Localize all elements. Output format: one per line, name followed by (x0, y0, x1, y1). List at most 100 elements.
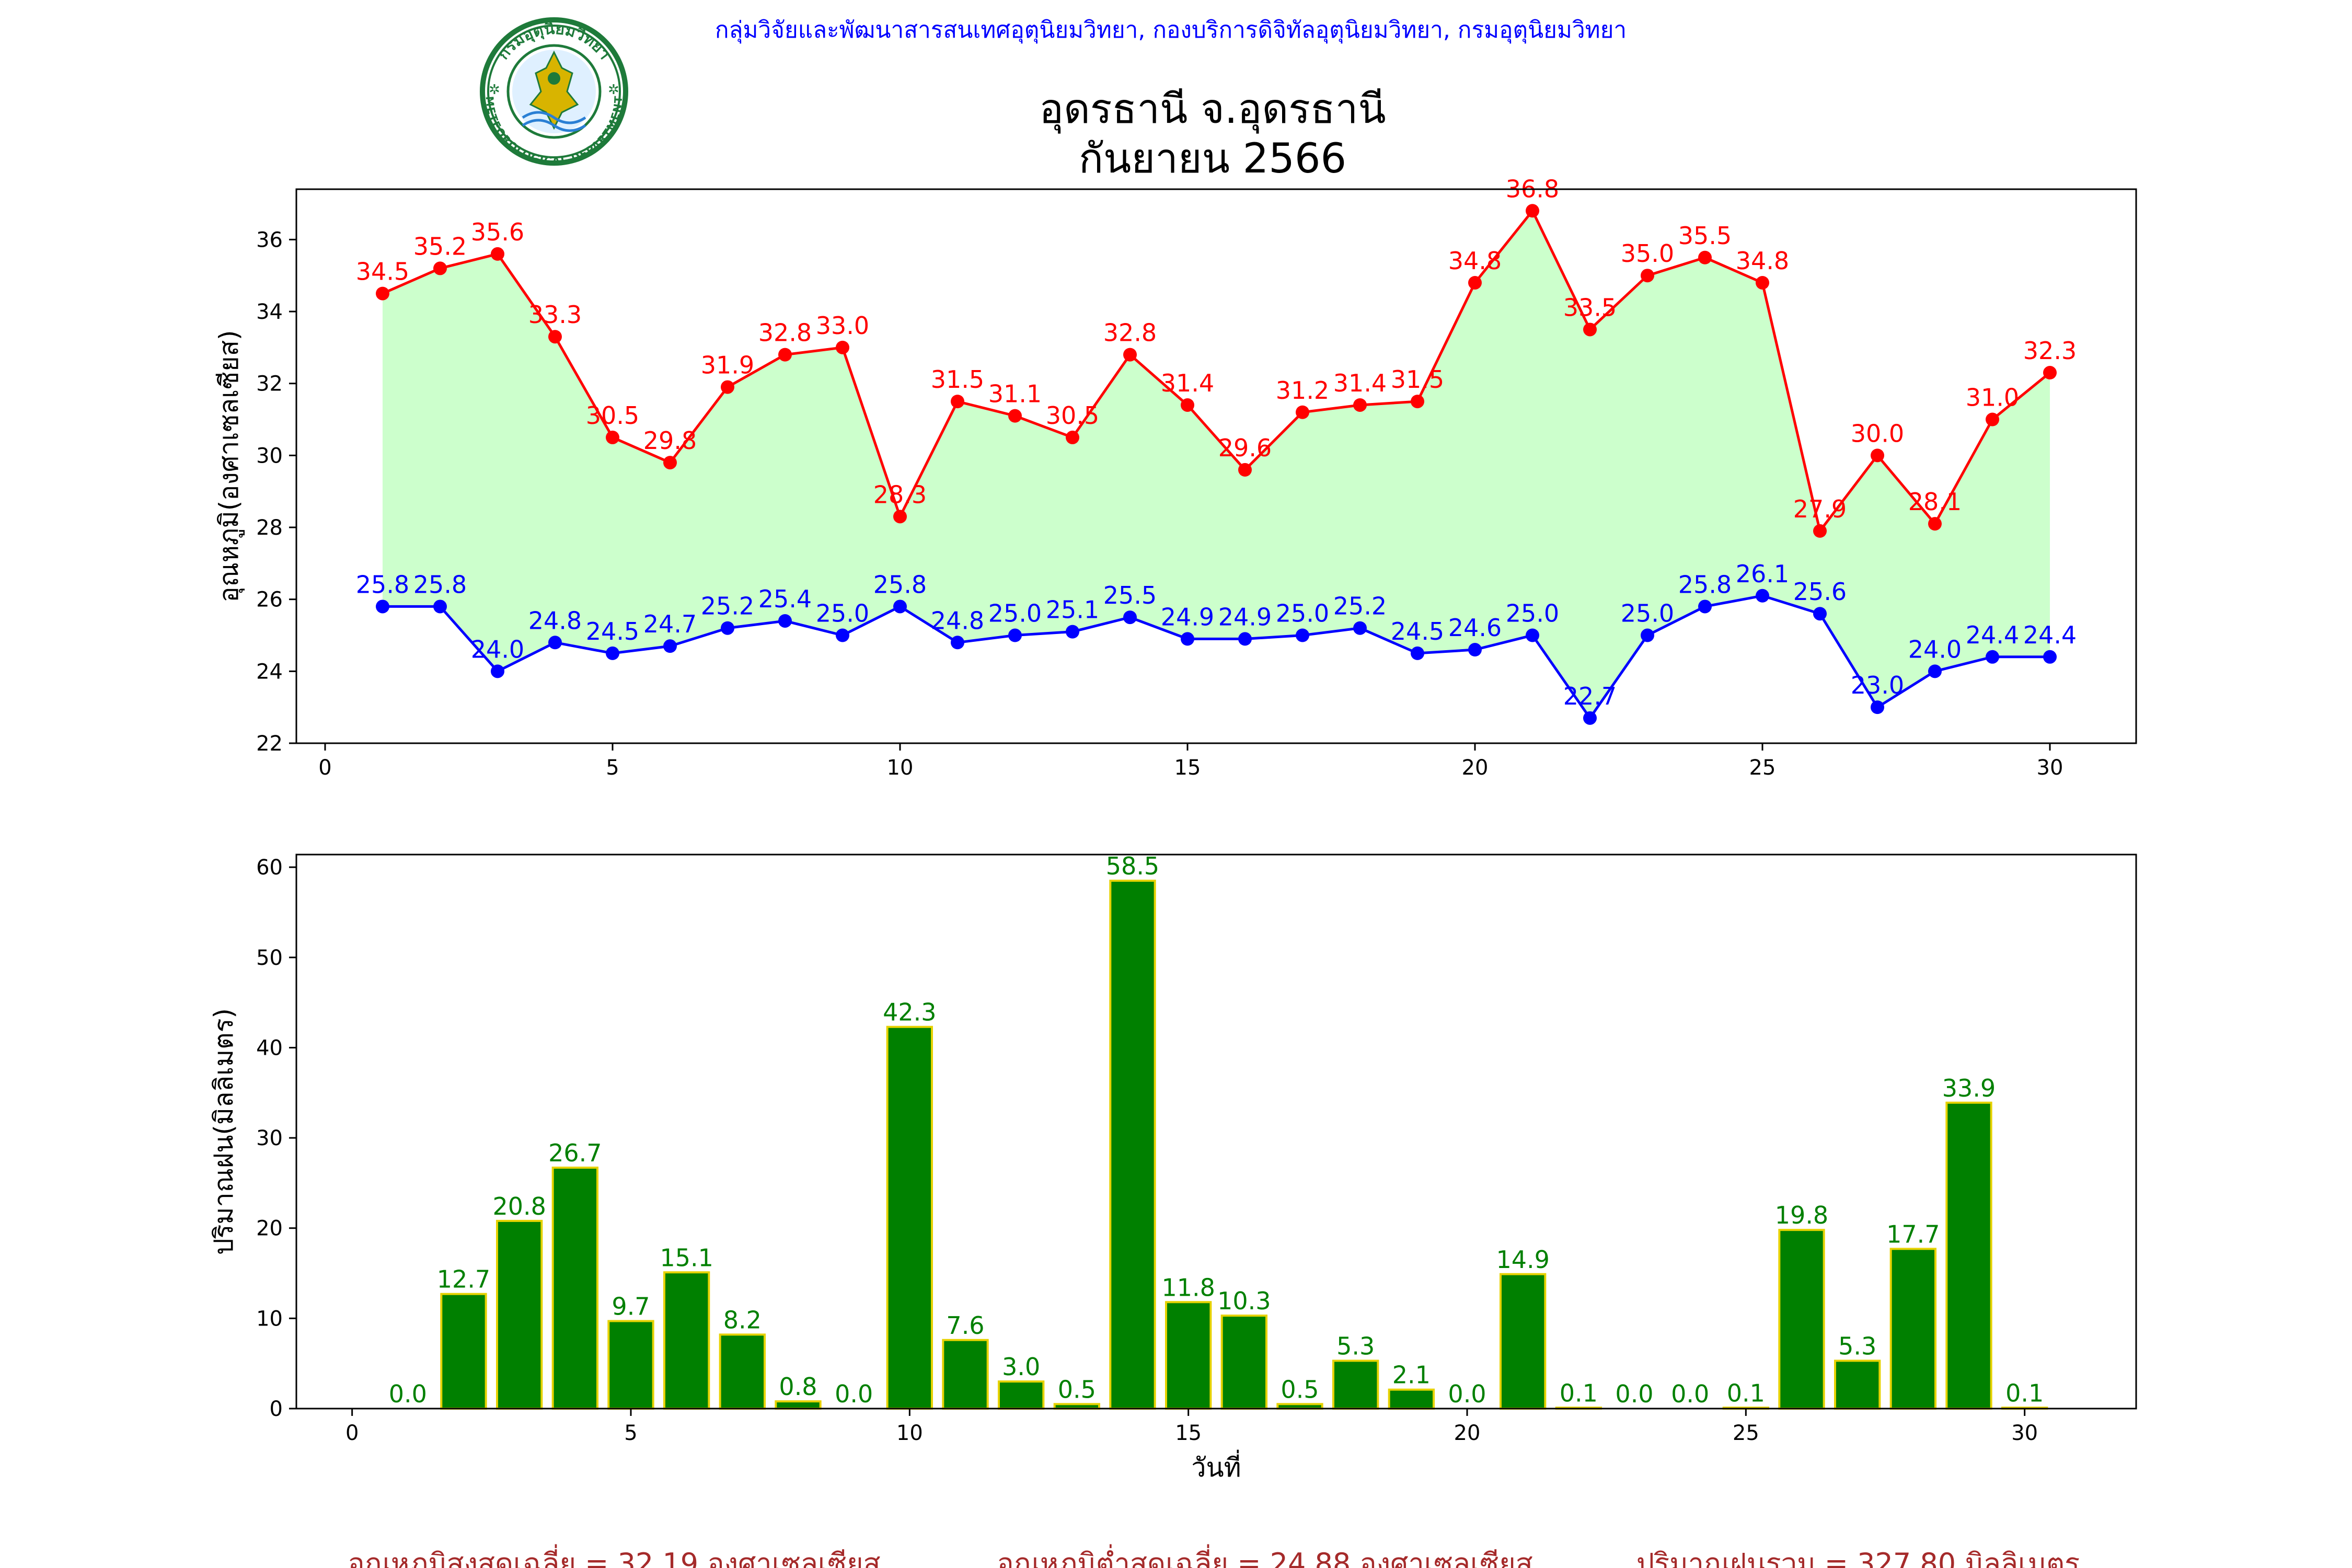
rainfall-bar (607, 1320, 654, 1410)
max-temperature-label: 27.9 (1793, 495, 1847, 523)
min-temperature-point (1468, 643, 1482, 657)
min-temperature-label: 24.9 (1218, 603, 1272, 631)
min-temperature-line (383, 594, 2050, 721)
min-temperature-point (1813, 607, 1827, 621)
rainfall-x-tick-label: 5 (624, 1421, 637, 1445)
min-temperature-label: 24.4 (2023, 621, 2077, 649)
min-temperature-label: 24.4 (1966, 621, 2019, 649)
max-temperature-label: 31.4 (1161, 369, 1214, 397)
temperature-y-tick-label: 24 (256, 660, 283, 684)
min-temperature-point (1008, 628, 1022, 642)
min-temperature-point (1181, 632, 1194, 646)
min-temperature-label: 24.5 (586, 617, 639, 645)
rainfall-value-label: 10.3 (1217, 1287, 1271, 1315)
rainfall-x-tick-label: 0 (345, 1421, 359, 1445)
max-temperature-point (1813, 524, 1827, 538)
max-temperature-label: 34.8 (1448, 247, 1502, 275)
min-temperature-label: 24.8 (931, 606, 984, 635)
min-temperature-point (778, 614, 792, 628)
temperature-y-tick-label: 26 (256, 588, 283, 612)
rainfall-value-label: 26.7 (548, 1139, 602, 1167)
rainfall-value-label: 0.0 (835, 1380, 873, 1408)
footer-avg-min: อุณหภูมิต่ำสุดเฉลี่ย = 24.88 องศาเซลเซีย… (997, 1544, 1532, 1568)
max-temperature-label: 35.6 (471, 218, 524, 246)
temperature-y-tick-label: 30 (256, 444, 283, 468)
rainfall-value-label: 0.5 (1058, 1375, 1096, 1403)
rainfall-value-label: 0.5 (1281, 1375, 1319, 1403)
rainfall-value-label: 33.9 (1942, 1074, 1996, 1102)
rainfall-bar (1778, 1229, 1825, 1410)
min-temperature-label: 24.6 (1448, 614, 1502, 642)
temperature-y-tick-label: 22 (256, 732, 283, 756)
rainfall-value-label: 8.2 (723, 1306, 762, 1334)
max-temperature-label: 30.0 (1851, 419, 1904, 447)
max-temperature-label: 31.5 (931, 365, 984, 394)
rainfall-bar (1332, 1359, 1379, 1410)
temperature-y-tick-label: 34 (256, 300, 283, 324)
min-temperature-label: 25.8 (1678, 570, 1732, 598)
min-temperature-label: 25.6 (1793, 578, 1847, 606)
rainfall-bar (1220, 1315, 1268, 1410)
min-temperature-label: 25.8 (413, 570, 467, 598)
max-temperature-point (376, 286, 389, 301)
rainfall-y-label: ปริมาณฝน(มิลลิเมตร) (209, 1008, 239, 1255)
max-temperature-label: 31.2 (1276, 376, 1329, 405)
max-temperature-point (1411, 395, 1424, 409)
rainfall-value-label: 3.0 (1002, 1353, 1040, 1381)
min-temperature-point (1928, 664, 1942, 678)
min-temperature-label: 24.7 (643, 610, 697, 638)
rainfall-value-label: 0.0 (1448, 1380, 1486, 1408)
rainfall-y-tick-label: 50 (256, 946, 283, 970)
rainfall-y-tick-label: 40 (256, 1036, 283, 1060)
max-temperature-label: 28.1 (1908, 488, 1962, 516)
rainfall-value-label: 0.1 (1560, 1379, 1598, 1407)
rainfall-value-label: 17.7 (1886, 1220, 1940, 1248)
max-temperature-point (721, 380, 734, 394)
max-temperature-point (1583, 322, 1597, 337)
temperature-y-tick-label: 32 (256, 372, 283, 396)
rainfall-bar (1165, 1301, 1212, 1410)
min-temperature-point (1583, 711, 1597, 725)
temperature-y-label: อุณหภูมิ(องศาเซลเซียส) (214, 330, 245, 602)
rainfall-bar (942, 1339, 989, 1410)
max-temperature-point (1353, 398, 1367, 412)
rainfall-bar (1388, 1388, 1435, 1410)
rainfall-plot-frame (295, 854, 2137, 1410)
rainfall-labels-layer: 0.0 12.7 20.826.7 9.7 15.1 8.2 0.8 0.0 42.3 7.6 3.… (389, 852, 2044, 1408)
min-temperature-point (491, 664, 504, 678)
min-temperature-label: 25.1 (1046, 596, 1099, 624)
logo-star-left: ✲ (489, 82, 500, 98)
rainfall-bar (1500, 1273, 1547, 1410)
rainfall-bar (998, 1380, 1045, 1410)
max-temperature-label: 35.5 (1678, 222, 1732, 250)
rainfall-bar (663, 1271, 710, 1410)
min-temperature-point (2043, 650, 2057, 664)
rainfall-value-label: 14.9 (1496, 1246, 1549, 1274)
rainfall-x-tick-label: 15 (1175, 1421, 1202, 1445)
rainfall-x-tick-label: 20 (1454, 1421, 1481, 1445)
max-temperature-label: 32.8 (758, 319, 812, 347)
rainfall-value-label: 5.3 (1838, 1332, 1876, 1361)
max-temperature-point (1296, 405, 1309, 419)
rainfall-x-ticks: 0 5 10 15 20 25 30 (345, 1409, 2038, 1445)
min-temperature-label: 22.7 (1563, 682, 1617, 710)
temperature-x-tick-label: 15 (1174, 756, 1201, 780)
min-temperature-point (1066, 625, 1079, 639)
max-temperature-label: 30.5 (586, 401, 639, 430)
min-temperature-point (1296, 628, 1309, 642)
max-temperature-label: 35.2 (413, 232, 467, 260)
min-temperature-point (1871, 700, 1884, 714)
max-temperature-point (433, 261, 447, 275)
min-temperature-point (1123, 610, 1137, 625)
rainfall-bar (1945, 1101, 1992, 1410)
min-temperature-point (1756, 589, 1769, 603)
min-temperature-label: 26.1 (1736, 560, 1789, 588)
temperature-points-layer (376, 204, 2057, 725)
max-temperature-point (1181, 398, 1194, 412)
rainfall-x-tick-label: 30 (2011, 1421, 2038, 1445)
rainfall-chart: 0.0 12.7 20.826.7 9.7 15.1 8.2 0.8 0.0 42.3 7.6 3.… (209, 852, 2137, 1483)
max-temperature-label: 31.5 (1391, 365, 1444, 394)
temperature-x-tick-label: 20 (1462, 756, 1489, 780)
min-temperature-label: 25.8 (356, 570, 409, 598)
max-temperature-label: 31.9 (701, 351, 754, 379)
